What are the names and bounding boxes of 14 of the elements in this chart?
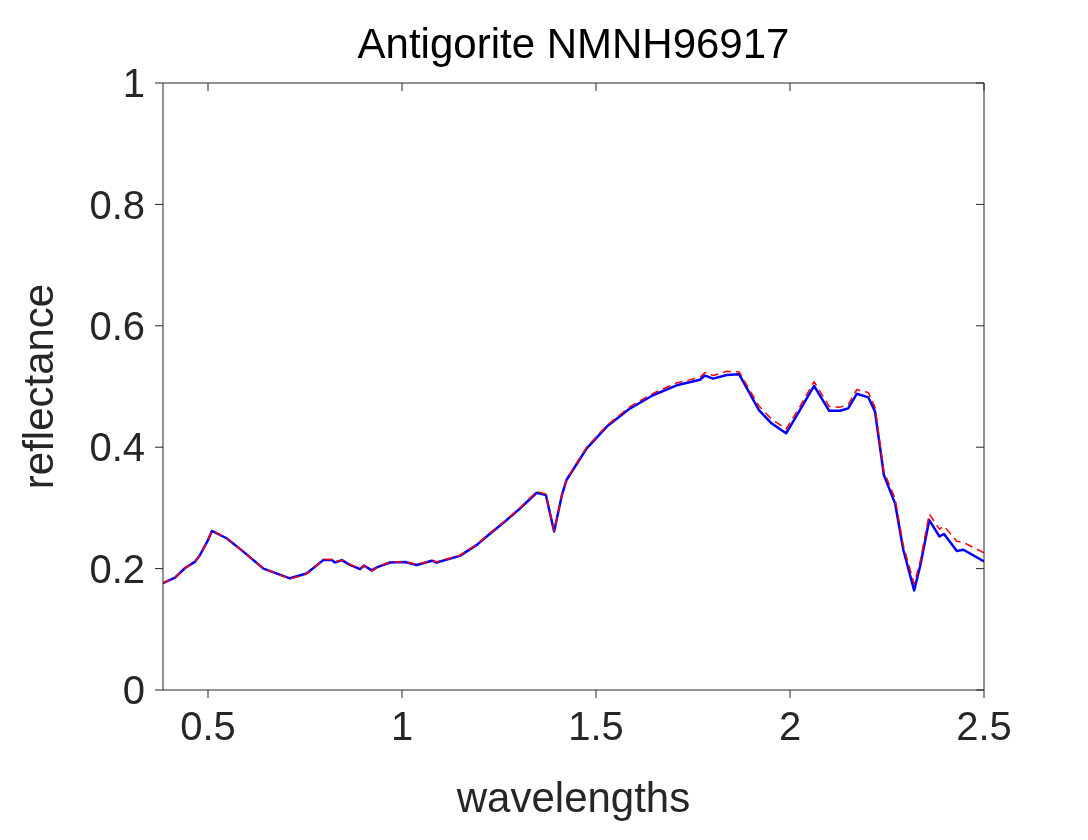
chart-title: Antigorite NMNH96917: [356, 20, 791, 68]
x-tick-label: 1: [390, 704, 414, 749]
y-tick-label: 1: [122, 61, 145, 106]
y-tick-label: 0.6: [89, 304, 145, 348]
x-axis-title: wavelengths: [455, 774, 691, 821]
x-tick-label: 2.5: [956, 704, 1012, 749]
x-tick-label: 2: [778, 704, 802, 749]
y-tick-label: 0.8: [89, 182, 145, 227]
y-tick-label: 0.2: [89, 546, 145, 591]
x-tick-label: 1.5: [568, 704, 624, 749]
y-tick-label: 0: [122, 668, 145, 713]
y-axis-title: reflectance: [14, 283, 62, 490]
y-tick-label: 0.4: [89, 425, 145, 470]
x-tick-label: 0.5: [180, 704, 236, 749]
